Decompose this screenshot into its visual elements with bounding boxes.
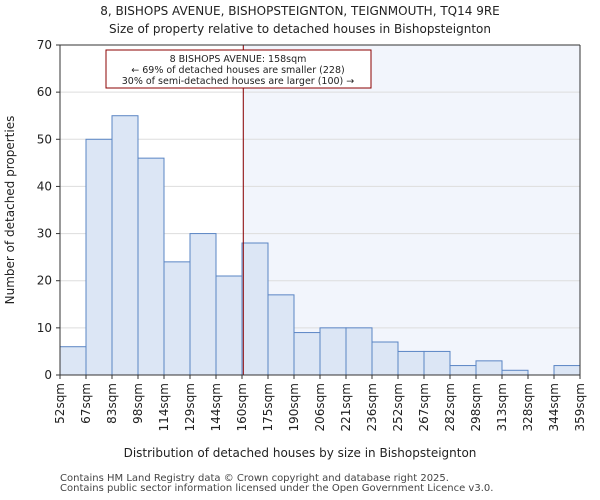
x-tick-label: 114sqm bbox=[157, 383, 171, 431]
bar bbox=[189, 233, 217, 376]
bar bbox=[397, 350, 425, 376]
annotation-box: 8 BISHOPS AVENUE: 158sqm ← 69% of detach… bbox=[105, 49, 372, 89]
bar bbox=[371, 341, 399, 376]
x-tick-label: 83sqm bbox=[105, 383, 119, 424]
x-tick-label: 190sqm bbox=[287, 383, 301, 431]
y-tick-label: 70 bbox=[37, 38, 52, 52]
y-tick-label: 30 bbox=[37, 227, 52, 241]
x-tick-label: 267sqm bbox=[417, 383, 431, 431]
x-tick-label: 282sqm bbox=[443, 383, 457, 431]
footer-line-1: Contains HM Land Registry data © Crown c… bbox=[60, 473, 449, 484]
x-tick-label: 98sqm bbox=[131, 383, 145, 424]
y-tick-label: 40 bbox=[37, 179, 52, 193]
x-tick-labels: 52sqm 67sqm 83sqm 98sqm 114sqm 129sqm 144sqm 16… bbox=[53, 375, 587, 431]
y-tick-label: 0 bbox=[44, 368, 52, 382]
y-tick-label: 60 bbox=[37, 85, 52, 99]
x-tick-label: 328sqm bbox=[521, 383, 535, 431]
highlight-region bbox=[242, 45, 580, 375]
x-tick-label: 252sqm bbox=[391, 383, 405, 431]
annotation-border bbox=[105, 49, 372, 89]
bars bbox=[59, 115, 581, 376]
footer-line-2: Contains public sector information licen… bbox=[60, 483, 494, 494]
annotation-line-2: ← 69% of detached houses are smaller (22… bbox=[131, 65, 344, 76]
footer: Contains HM Land Registry data © Crown c… bbox=[60, 474, 493, 494]
x-tick-label: 52sqm bbox=[53, 383, 67, 424]
y-tick-labels: 0 10 20 30 40 50 60 70 bbox=[37, 38, 60, 382]
bar bbox=[475, 360, 503, 376]
x-tick-label: 175sqm bbox=[261, 383, 275, 431]
chart-subtitle: Size of property relative to detached ho… bbox=[109, 22, 491, 36]
bar bbox=[449, 365, 477, 376]
bar bbox=[137, 157, 165, 376]
bar bbox=[501, 369, 529, 376]
bar bbox=[85, 138, 113, 376]
bar bbox=[267, 294, 295, 376]
y-tick-label: 10 bbox=[37, 321, 52, 335]
x-axis-label: Distribution of detached houses by size … bbox=[124, 446, 477, 460]
bar bbox=[293, 332, 321, 376]
x-tick-label: 313sqm bbox=[495, 383, 509, 431]
bar bbox=[423, 350, 451, 376]
x-tick-label: 221sqm bbox=[339, 383, 353, 431]
x-tick-label: 359sqm bbox=[573, 383, 587, 431]
annotation-line-1: 8 BISHOPS AVENUE: 158sqm bbox=[170, 54, 307, 65]
bar bbox=[111, 115, 139, 376]
x-tick-label: 344sqm bbox=[547, 383, 561, 431]
bar bbox=[59, 346, 87, 376]
x-tick-label: 67sqm bbox=[79, 383, 93, 424]
y-tick-label: 20 bbox=[37, 274, 52, 288]
y-axis-label: Number of detached properties bbox=[3, 116, 17, 305]
bar bbox=[215, 275, 243, 376]
x-tick-label: 206sqm bbox=[313, 383, 327, 431]
bar bbox=[319, 327, 347, 376]
y-tick-label: 50 bbox=[37, 132, 52, 146]
bar bbox=[345, 327, 373, 376]
x-tick-label: 144sqm bbox=[209, 383, 223, 431]
x-tick-label: 160sqm bbox=[235, 383, 249, 431]
bar bbox=[163, 261, 191, 376]
x-tick-label: 236sqm bbox=[365, 383, 379, 431]
x-tick-label: 129sqm bbox=[183, 383, 197, 431]
chart-title: 8, BISHOPS AVENUE, BISHOPSTEIGNTON, TEIG… bbox=[100, 4, 500, 18]
bar bbox=[241, 242, 269, 376]
bar bbox=[553, 365, 581, 376]
x-tick-label: 298sqm bbox=[469, 383, 483, 431]
annotation-line-3: 30% of semi-detached houses are larger (… bbox=[122, 76, 355, 87]
